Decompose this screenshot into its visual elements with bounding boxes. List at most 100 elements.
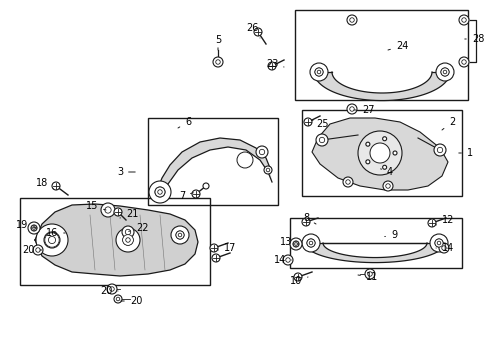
Circle shape [45, 233, 59, 247]
Circle shape [176, 231, 184, 239]
Circle shape [347, 104, 357, 114]
Circle shape [434, 144, 446, 156]
Text: 17: 17 [218, 243, 236, 253]
Circle shape [49, 237, 55, 244]
Circle shape [437, 147, 442, 153]
Circle shape [203, 183, 209, 189]
Circle shape [302, 218, 310, 226]
Text: 19: 19 [16, 220, 36, 230]
Circle shape [264, 166, 272, 174]
Circle shape [36, 248, 40, 252]
Circle shape [343, 177, 353, 187]
Bar [148, 118, 278, 205]
Circle shape [33, 227, 35, 229]
Circle shape [437, 241, 441, 245]
Text: 14: 14 [436, 243, 454, 253]
Circle shape [366, 160, 370, 164]
Circle shape [192, 190, 200, 198]
Circle shape [283, 255, 293, 265]
Circle shape [366, 142, 370, 146]
Circle shape [309, 241, 313, 245]
Text: 24: 24 [388, 41, 408, 51]
Circle shape [52, 182, 60, 190]
Circle shape [171, 226, 189, 244]
Circle shape [315, 68, 323, 76]
Circle shape [346, 180, 350, 184]
Bar [20, 198, 210, 285]
Circle shape [294, 273, 302, 281]
Text: 5: 5 [215, 35, 221, 50]
Polygon shape [35, 204, 198, 276]
Circle shape [393, 151, 397, 155]
Circle shape [36, 224, 68, 256]
Circle shape [368, 272, 372, 276]
Circle shape [237, 152, 253, 168]
Circle shape [126, 238, 130, 242]
Circle shape [294, 241, 299, 247]
Text: 10: 10 [290, 276, 308, 286]
Circle shape [462, 18, 466, 22]
Text: 18: 18 [36, 178, 53, 189]
Circle shape [383, 137, 387, 141]
Polygon shape [312, 118, 448, 190]
Text: 11: 11 [358, 272, 378, 282]
Circle shape [443, 70, 447, 74]
Circle shape [158, 190, 162, 194]
Text: 16: 16 [46, 228, 65, 238]
Circle shape [259, 149, 265, 155]
Circle shape [28, 222, 40, 234]
Bar [290, 218, 462, 268]
Text: 28: 28 [465, 34, 484, 44]
Text: 26: 26 [246, 23, 260, 38]
Text: 4: 4 [381, 167, 393, 177]
Circle shape [294, 243, 297, 246]
Circle shape [310, 63, 328, 81]
Circle shape [293, 241, 299, 247]
Polygon shape [314, 72, 450, 100]
Circle shape [213, 57, 223, 67]
Circle shape [116, 297, 120, 301]
Text: 20: 20 [22, 245, 42, 255]
Circle shape [266, 168, 270, 172]
Circle shape [383, 181, 393, 191]
Circle shape [122, 226, 134, 238]
Circle shape [307, 239, 315, 247]
Circle shape [436, 63, 454, 81]
Circle shape [31, 225, 37, 231]
Text: 3: 3 [117, 167, 135, 177]
Circle shape [316, 134, 328, 146]
Circle shape [350, 107, 354, 111]
Circle shape [302, 234, 320, 252]
Text: 14: 14 [274, 255, 292, 265]
Bar [295, 10, 468, 100]
Circle shape [31, 225, 37, 231]
Circle shape [428, 219, 436, 227]
Circle shape [370, 143, 390, 163]
Circle shape [358, 131, 402, 175]
Polygon shape [158, 138, 272, 196]
Circle shape [459, 57, 469, 67]
Circle shape [114, 208, 122, 216]
Circle shape [116, 228, 140, 252]
Text: 25: 25 [312, 119, 328, 129]
Text: 22: 22 [129, 223, 148, 233]
Text: 12: 12 [436, 215, 454, 225]
Circle shape [459, 15, 469, 25]
Circle shape [125, 229, 131, 235]
Text: 2: 2 [442, 117, 455, 130]
Text: 23: 23 [266, 59, 284, 69]
Circle shape [442, 246, 446, 250]
Text: 20: 20 [100, 286, 118, 296]
Circle shape [122, 235, 133, 246]
Text: 6: 6 [178, 117, 191, 128]
Circle shape [114, 295, 122, 303]
Circle shape [101, 203, 115, 217]
Circle shape [107, 284, 117, 294]
Circle shape [435, 239, 443, 247]
Circle shape [304, 118, 312, 126]
Polygon shape [305, 243, 445, 262]
Circle shape [435, 239, 443, 247]
Circle shape [256, 146, 268, 158]
Circle shape [383, 165, 387, 169]
Text: 7: 7 [179, 191, 194, 201]
